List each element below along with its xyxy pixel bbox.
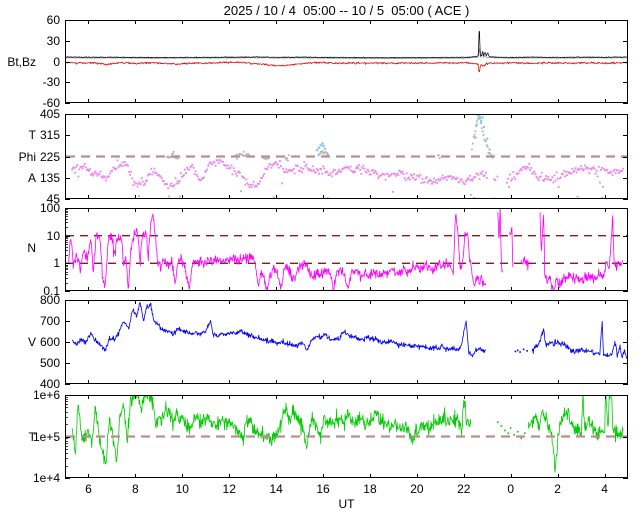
y-tick-label: 30	[46, 33, 60, 48]
x-tick-label: 14	[269, 482, 283, 496]
x-tick-label: 22	[457, 482, 471, 496]
x-tick-label: 20	[410, 482, 424, 496]
axis-name-label: Bt,Bz	[7, 54, 36, 69]
y-tick-label: 1e+6	[32, 388, 60, 402]
y-tick-label: -30	[42, 75, 60, 90]
x-tick-label: 10	[175, 482, 189, 496]
y-tick-label: 225	[39, 149, 60, 164]
y-tick-label: 800	[39, 293, 60, 307]
y-tick-label: -60	[42, 96, 60, 110]
y-tick-label: 600	[39, 335, 60, 349]
x-tick-label: 6	[85, 482, 92, 496]
axis-name-label: A	[27, 170, 36, 185]
y-tick-label: 0.1	[43, 284, 60, 298]
axis-name-label: Phi	[18, 149, 36, 164]
y-tick-label: 1e+5	[32, 429, 60, 444]
y-tick-label: 700	[39, 314, 60, 328]
y-tick-label: 60	[46, 13, 60, 27]
y-tick-label: 135	[39, 170, 60, 185]
x-tick-label: 12	[222, 482, 236, 496]
y-tick-label: 400	[39, 377, 60, 391]
axis-name-label: V	[27, 335, 36, 349]
y-tick-label: 1	[53, 256, 60, 271]
y-tick-label: 45	[46, 192, 60, 206]
x-tick-label: 2	[554, 482, 561, 496]
axis-name-label: T	[28, 128, 36, 143]
x-tick-label: 8	[132, 482, 139, 496]
x-tick-label: 0	[507, 482, 515, 496]
y-tick-label: 315	[39, 128, 60, 143]
x-axis-title: UT	[338, 497, 355, 511]
y-tick-label: 1e+4	[32, 471, 60, 485]
y-tick-label: 100	[39, 201, 60, 215]
y-tick-label: 0	[53, 54, 60, 69]
x-tick-label: 4	[601, 482, 608, 496]
axis-name-label: T	[28, 429, 36, 444]
y-tick-label: 10	[46, 228, 60, 243]
x-tick-label: 16	[316, 482, 330, 496]
x-tick-label: 18	[363, 482, 377, 496]
y-tick-label: 500	[39, 356, 60, 370]
axis-name-label: N	[27, 241, 36, 256]
y-tick-label: 405	[39, 107, 60, 121]
